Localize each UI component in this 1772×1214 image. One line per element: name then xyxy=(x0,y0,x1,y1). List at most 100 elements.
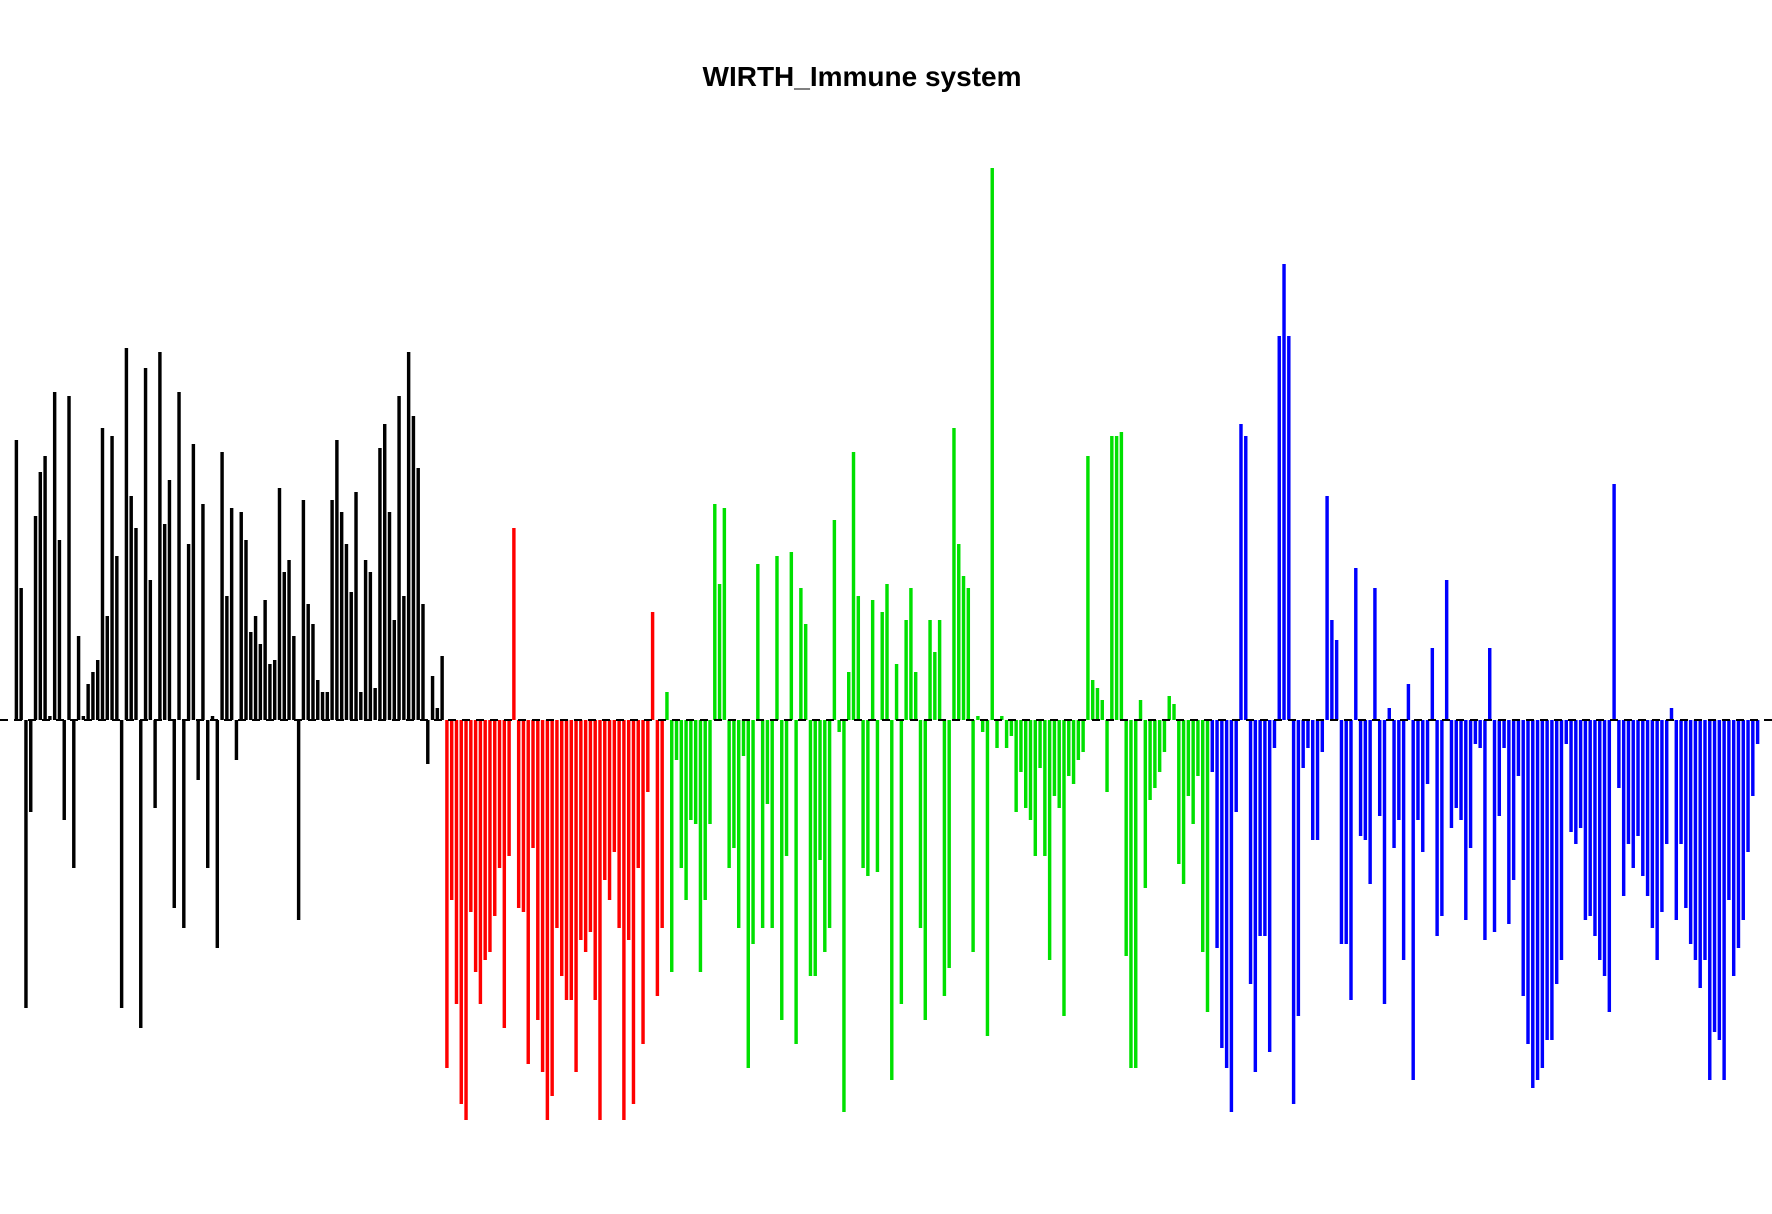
bar-series-2 xyxy=(483,720,487,960)
bar-series-1 xyxy=(191,444,196,720)
bar-series-3 xyxy=(942,720,947,996)
bar-series-3 xyxy=(890,720,894,1080)
bar-series-4 xyxy=(1306,720,1310,748)
bar-series-1 xyxy=(253,616,258,720)
bar-series-3 xyxy=(904,620,908,720)
bar-series-3 xyxy=(894,664,899,720)
bar-series-3 xyxy=(1196,720,1200,776)
bar-series-1 xyxy=(225,596,229,720)
bar-series-2 xyxy=(588,720,593,932)
bar-series-4 xyxy=(1334,640,1339,720)
bar-series-2 xyxy=(445,720,449,1068)
bar-series-2 xyxy=(459,720,463,1104)
bar-series-2 xyxy=(660,720,664,928)
bar-series-3 xyxy=(784,720,789,856)
bar-series-1 xyxy=(282,572,286,720)
bar-series-2 xyxy=(655,720,660,996)
bar-series-3 xyxy=(1186,720,1191,796)
bar-series-4 xyxy=(1669,708,1674,720)
bar-series-4 xyxy=(1684,720,1688,908)
bar-series-1 xyxy=(148,580,153,720)
bar-series-3 xyxy=(1014,720,1018,812)
bar-series-1 xyxy=(52,392,57,720)
bar-series-1 xyxy=(258,644,263,720)
bar-series-1 xyxy=(48,716,52,720)
bar-series-4 xyxy=(1612,484,1616,720)
bar-series-1 xyxy=(206,720,210,868)
bar-series-1 xyxy=(67,396,71,720)
bar-series-1 xyxy=(167,480,172,720)
bar-series-4 xyxy=(1559,720,1564,960)
bar-series-4 xyxy=(1263,720,1267,936)
bar-series-4 xyxy=(1554,720,1559,984)
bar-series-1 xyxy=(210,716,215,720)
bar-series-4 xyxy=(1325,496,1329,720)
bar-series-4 xyxy=(1421,720,1425,852)
bar-series-2 xyxy=(493,720,497,916)
bar-series-4 xyxy=(1277,336,1281,720)
bar-series-2 xyxy=(598,720,602,1120)
bar-series-1 xyxy=(43,456,47,720)
bar-series-4 xyxy=(1488,648,1492,720)
bar-series-3 xyxy=(770,720,774,928)
bar-series-1 xyxy=(62,720,66,820)
bar-series-3 xyxy=(1000,716,1004,720)
bar-series-4 xyxy=(1674,720,1679,920)
bar-series-4 xyxy=(1641,720,1645,876)
bar-series-3 xyxy=(875,720,880,872)
bar-series-4 xyxy=(1492,720,1497,932)
bar-series-1 xyxy=(272,660,277,720)
bar-series-3 xyxy=(985,720,990,1036)
bar-series-2 xyxy=(569,720,573,1000)
bar-series-1 xyxy=(287,560,291,720)
bar-series-4 xyxy=(1511,720,1516,880)
bar-series-3 xyxy=(679,720,684,868)
bar-series-3 xyxy=(703,720,707,900)
bar-series-4 xyxy=(1244,436,1248,720)
bar-series-4 xyxy=(1425,720,1430,784)
bar-series-3 xyxy=(813,720,817,976)
bar-series-1 xyxy=(177,392,181,720)
bar-series-3 xyxy=(933,652,937,720)
bar-series-4 xyxy=(1368,720,1372,884)
bar-series-2 xyxy=(497,720,502,868)
bar-series-3 xyxy=(722,508,727,720)
bar-series-4 xyxy=(1722,720,1726,1080)
bar-series-4 xyxy=(1736,720,1741,948)
bar-series-1 xyxy=(172,720,176,908)
bar-series-4 xyxy=(1401,720,1406,960)
bar-series-3 xyxy=(751,720,755,944)
bar-series-4 xyxy=(1497,720,1502,816)
bar-series-4 xyxy=(1751,720,1755,796)
bar-series-3 xyxy=(1081,720,1085,752)
bar-series-1 xyxy=(416,468,420,720)
bar-series-4 xyxy=(1741,720,1745,920)
bar-series-4 xyxy=(1569,720,1573,832)
bar-series-4 xyxy=(1373,588,1377,720)
bar-series-3 xyxy=(674,720,679,760)
bar-series-4 xyxy=(1382,720,1387,1004)
bar-series-4 xyxy=(1215,720,1219,948)
bar-series-2 xyxy=(612,720,617,852)
bar-series-4 xyxy=(1698,720,1702,988)
bar-series-1 xyxy=(95,660,100,720)
bar-series-1 xyxy=(349,592,353,720)
bar-series-4 xyxy=(1315,720,1320,840)
bar-series-2 xyxy=(488,720,492,952)
bar-series-2 xyxy=(531,720,535,848)
bar-series-1 xyxy=(119,720,124,1008)
bar-series-3 xyxy=(717,584,722,720)
bar-series-3 xyxy=(1162,720,1167,752)
bar-series-1 xyxy=(249,632,253,720)
bar-series-1 xyxy=(124,348,129,720)
bar-series-4 xyxy=(1287,336,1291,720)
bar-series-3 xyxy=(851,452,856,720)
bar-series-3 xyxy=(1009,720,1014,736)
bar-series-4 xyxy=(1526,720,1530,1044)
bar-series-3 xyxy=(1143,720,1148,888)
bar-series-1 xyxy=(421,604,425,720)
bar-series-4 xyxy=(1339,720,1344,944)
bar-series-4 xyxy=(1598,720,1602,960)
bar-series-4 xyxy=(1220,720,1224,1048)
bar-series-1 xyxy=(426,720,430,764)
